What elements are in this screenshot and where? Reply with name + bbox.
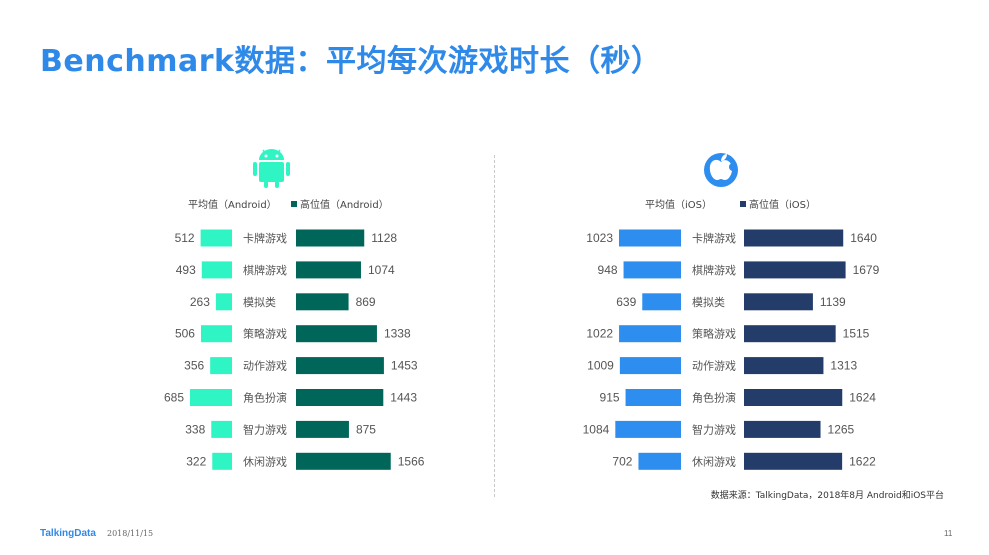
apple-icon: [704, 153, 738, 187]
label-high-5: 1443: [390, 391, 417, 405]
page-number: 11: [944, 529, 953, 538]
label-high-5: 1624: [849, 391, 876, 405]
category-label-5: 角色扮演: [692, 391, 736, 405]
source-note: 数据来源：TalkingData，2018年8月 Android和iOS平台: [710, 491, 944, 501]
bar-average-2: [642, 293, 681, 311]
bar-average-1: [201, 261, 232, 279]
label-average-7: 702: [612, 454, 632, 468]
category-label-6: 智力游戏: [692, 422, 736, 436]
android-legend: 平均值（Android） 高位值（Android）: [188, 198, 389, 211]
bar-average-0: [200, 229, 232, 247]
bar-average-5: [190, 389, 232, 406]
legend-high-swatch: [740, 201, 746, 207]
category-label-2: 模拟类: [243, 295, 276, 309]
label-high-4: 1313: [830, 359, 857, 373]
category-label-5: 角色扮演: [243, 391, 287, 405]
label-average-2: 263: [190, 295, 210, 309]
page-title: Benchmark数据：平均每次游戏时长（秒）: [40, 44, 662, 79]
label-high-3: 1515: [843, 327, 870, 341]
bar-average-6: [211, 420, 232, 438]
label-high-6: 1265: [828, 422, 855, 436]
bar-average-2: [215, 293, 232, 311]
label-high-7: 1622: [849, 454, 876, 468]
ios-legend: 平均值（iOS） 高位值（iOS）: [645, 198, 816, 211]
legend-high-label: 高位值（iOS）: [749, 198, 816, 211]
android-icon: [253, 149, 290, 188]
bar-high-1: [744, 261, 846, 279]
label-average-5: 685: [164, 391, 184, 405]
label-average-0: 512: [175, 231, 195, 245]
legend-average-label: 平均值（Android）: [188, 198, 277, 211]
panel-divider: [494, 155, 495, 497]
bar-average-7: [638, 452, 681, 470]
bar-average-3: [619, 325, 681, 343]
category-label-3: 策略游戏: [243, 327, 287, 341]
label-high-3: 1338: [384, 327, 411, 341]
footer-date: 2018/11/15: [107, 529, 154, 538]
label-high-2: 869: [356, 295, 376, 309]
category-label-4: 动作游戏: [243, 360, 287, 373]
label-average-1: 493: [176, 263, 196, 277]
bar-average-6: [615, 420, 681, 438]
label-average-1: 948: [598, 263, 618, 277]
bar-high-2: [744, 293, 813, 311]
bar-high-4: [744, 357, 824, 375]
label-average-6: 338: [185, 422, 205, 436]
bar-average-4: [619, 357, 681, 375]
label-high-1: 1074: [368, 263, 395, 277]
bar-high-7: [744, 452, 843, 470]
bar-average-0: [619, 229, 681, 247]
label-high-6: 875: [356, 422, 376, 436]
label-average-4: 1009: [587, 359, 614, 373]
label-average-2: 639: [616, 295, 636, 309]
bar-average-5: [625, 389, 681, 406]
label-high-0: 1128: [371, 231, 397, 245]
category-label-0: 卡牌游戏: [243, 231, 287, 245]
label-average-7: 322: [186, 454, 206, 468]
label-high-2: 1139: [820, 295, 846, 309]
bar-high-1: [296, 261, 361, 279]
label-high-1: 1679: [853, 263, 880, 277]
category-label-6: 智力游戏: [243, 422, 287, 436]
legend-average-label: 平均值（iOS）: [645, 198, 712, 211]
label-average-3: 1022: [586, 327, 613, 341]
bar-high-3: [296, 325, 377, 343]
bar-high-0: [296, 229, 365, 247]
label-average-4: 356: [184, 359, 204, 373]
label-average-3: 506: [175, 327, 195, 341]
label-high-0: 1640: [850, 231, 877, 245]
bar-high-5: [744, 389, 843, 406]
android-chart: 512 卡牌游戏 1128 493 棋牌游戏 1074 263 模拟类 869 506 策略游戏 13…: [164, 229, 425, 470]
bar-high-0: [744, 229, 844, 247]
category-label-2: 模拟类: [692, 295, 725, 309]
legend-high-swatch: [291, 201, 297, 207]
footer-logo: TalkingData: [40, 528, 96, 539]
label-high-7: 1566: [398, 454, 425, 468]
bar-high-3: [744, 325, 836, 343]
label-average-5: 915: [600, 391, 620, 405]
category-label-7: 休闲游戏: [692, 454, 736, 468]
bar-high-7: [296, 452, 391, 470]
category-label-1: 棋牌游戏: [243, 263, 287, 277]
category-label-1: 棋牌游戏: [692, 263, 736, 277]
category-label-3: 策略游戏: [692, 327, 736, 341]
bar-average-1: [623, 261, 681, 279]
bar-average-7: [212, 452, 232, 470]
bar-high-6: [744, 420, 821, 438]
bar-high-5: [296, 389, 384, 406]
bar-high-4: [296, 357, 384, 375]
label-average-6: 1084: [583, 422, 610, 436]
bar-high-2: [296, 293, 349, 311]
label-average-0: 1023: [586, 231, 613, 245]
label-high-4: 1453: [391, 359, 418, 373]
legend-high-label: 高位值（Android）: [300, 198, 389, 211]
ios-chart: 1023 卡牌游戏 1640 948 棋牌游戏 1679 639 模拟类 1139 1022 策略游…: [583, 229, 880, 470]
bar-high-6: [296, 420, 349, 438]
bar-average-3: [200, 325, 232, 343]
bar-average-4: [210, 357, 232, 375]
category-label-0: 卡牌游戏: [692, 231, 736, 245]
category-label-4: 动作游戏: [692, 360, 736, 373]
category-label-7: 休闲游戏: [243, 454, 287, 468]
